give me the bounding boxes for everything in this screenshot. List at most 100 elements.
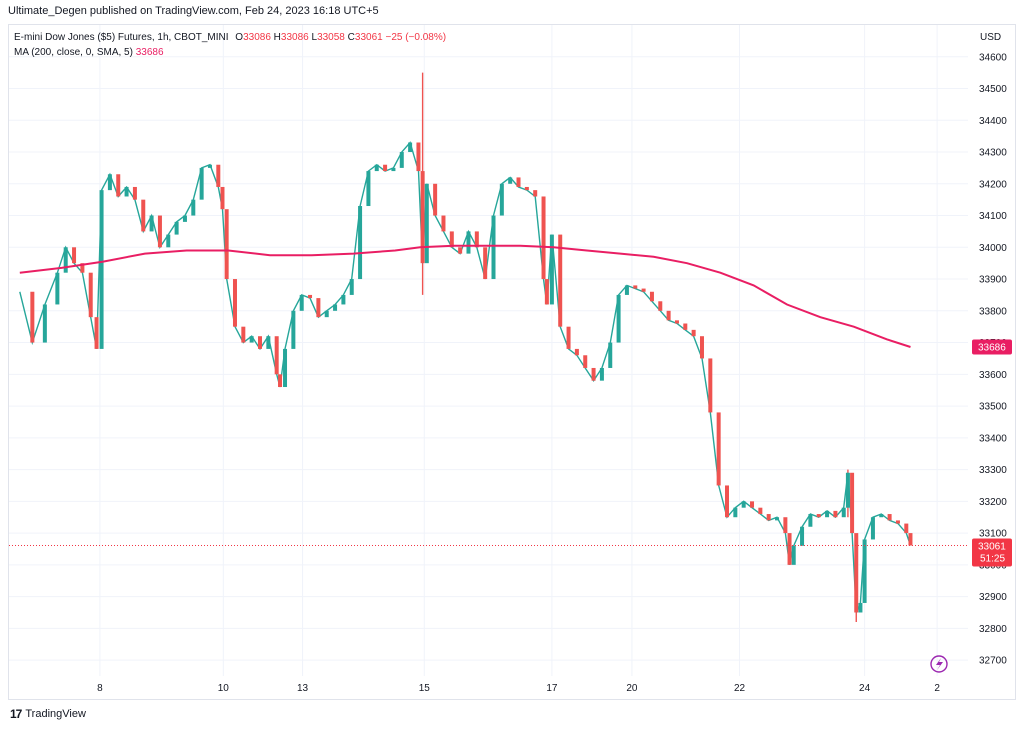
candle bbox=[63, 247, 68, 273]
candle bbox=[324, 310, 329, 318]
candle bbox=[724, 485, 729, 518]
price-tick-label: 32800 bbox=[979, 624, 1007, 635]
candle bbox=[733, 507, 738, 518]
candle bbox=[182, 215, 187, 222]
candle bbox=[833, 510, 838, 518]
time-tick-label: 8 bbox=[97, 683, 103, 694]
low-value: 33058 bbox=[317, 32, 345, 43]
time-tick-label: 15 bbox=[419, 683, 431, 694]
candle bbox=[224, 209, 229, 280]
candle bbox=[558, 234, 563, 327]
time-axis[interactable]: 8 10 13 15 17 20 22 24 2 bbox=[97, 683, 940, 694]
brand-name[interactable]: TradingView bbox=[25, 708, 86, 720]
candle bbox=[599, 367, 604, 381]
currency-label: USD bbox=[980, 32, 1001, 43]
candle bbox=[99, 190, 104, 349]
candle bbox=[491, 215, 496, 280]
candle bbox=[524, 186, 529, 191]
lightning-icon[interactable] bbox=[930, 655, 948, 673]
candle bbox=[800, 526, 805, 546]
candle bbox=[424, 183, 429, 264]
candle bbox=[391, 167, 396, 172]
candle bbox=[516, 177, 521, 187]
candle bbox=[658, 301, 663, 311]
candle bbox=[845, 472, 850, 508]
candle bbox=[433, 183, 438, 216]
time-tick-label: 17 bbox=[546, 683, 558, 694]
candle bbox=[241, 326, 246, 343]
candle bbox=[132, 186, 137, 200]
candle bbox=[508, 177, 513, 184]
candle bbox=[458, 247, 463, 254]
candle bbox=[908, 533, 913, 546]
candle bbox=[816, 514, 821, 518]
candle bbox=[624, 285, 629, 295]
candle bbox=[591, 367, 596, 381]
price-tick-label: 33300 bbox=[979, 465, 1007, 476]
candle bbox=[858, 602, 863, 613]
price-tick-label: 33900 bbox=[979, 275, 1007, 286]
candle bbox=[274, 336, 279, 375]
low-label: L bbox=[311, 32, 318, 43]
candle bbox=[699, 336, 704, 359]
price-tick-label: 34500 bbox=[979, 84, 1007, 95]
candle bbox=[374, 164, 379, 172]
chart-legend: E-mini Dow Jones ($5) Futures, 1h, CBOT_… bbox=[14, 30, 446, 60]
price-line bbox=[19, 141, 912, 613]
candle bbox=[750, 501, 755, 508]
last-price-text: 33061 bbox=[978, 541, 1006, 552]
candle bbox=[544, 279, 549, 305]
open-label: O bbox=[235, 32, 244, 43]
ma-label[interactable]: MA (200, close, 0, SMA, 5) bbox=[14, 47, 133, 58]
time-tick-label: 20 bbox=[626, 683, 638, 694]
candle bbox=[904, 523, 909, 534]
candle bbox=[199, 167, 204, 200]
close-label: C bbox=[347, 32, 355, 43]
footer: 17 TradingView bbox=[10, 707, 86, 721]
candle bbox=[608, 342, 613, 368]
candle bbox=[466, 231, 471, 254]
candle bbox=[691, 329, 696, 337]
candle bbox=[30, 291, 35, 343]
candle bbox=[583, 355, 588, 368]
time-tick-label: 13 bbox=[297, 683, 309, 694]
price-axis[interactable]: 3270032800329003300033100332003330033400… bbox=[979, 52, 1007, 666]
price-tick-label: 34300 bbox=[979, 148, 1007, 159]
candle bbox=[441, 215, 446, 232]
candle bbox=[278, 374, 283, 388]
price-tick-label: 34200 bbox=[979, 179, 1007, 190]
symbol-title[interactable]: E-mini Dow Jones ($5) Futures, 1h, CBOT_… bbox=[14, 32, 229, 43]
time-tick-label: 22 bbox=[734, 683, 746, 694]
price-tick-label: 33100 bbox=[979, 529, 1007, 540]
candle bbox=[708, 358, 713, 413]
candle bbox=[850, 472, 855, 534]
candle bbox=[758, 507, 763, 515]
price-tick-label: 33200 bbox=[979, 497, 1007, 508]
candle bbox=[116, 174, 121, 197]
countdown-text: 51:25 bbox=[980, 553, 1005, 564]
candle bbox=[633, 285, 638, 289]
chart-frame bbox=[8, 24, 1016, 700]
candle bbox=[94, 317, 99, 349]
candle bbox=[216, 164, 221, 187]
time-tick-label: 2 bbox=[934, 683, 940, 694]
candle bbox=[266, 336, 271, 349]
candle bbox=[107, 174, 112, 191]
candle bbox=[232, 279, 237, 327]
published-caption: Ultimate_Degen published on TradingView.… bbox=[8, 5, 379, 17]
candle bbox=[207, 164, 212, 168]
candle bbox=[566, 326, 571, 349]
candle bbox=[55, 272, 60, 305]
candle bbox=[541, 196, 546, 280]
candle bbox=[895, 520, 900, 524]
candle bbox=[124, 186, 129, 197]
candle bbox=[870, 517, 875, 540]
candle bbox=[483, 247, 488, 280]
price-tick-label: 34100 bbox=[979, 211, 1007, 222]
price-tick-label: 34600 bbox=[979, 52, 1007, 63]
candle bbox=[808, 514, 813, 527]
candle bbox=[308, 294, 313, 299]
ma-price-badge: 33686 bbox=[972, 339, 1012, 355]
candle bbox=[741, 501, 746, 508]
